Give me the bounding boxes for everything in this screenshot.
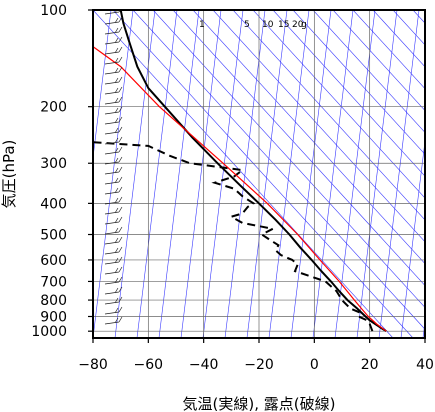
wind-barb	[104, 46, 123, 55]
wind-barb	[104, 166, 123, 175]
x-tick-label: 40	[416, 357, 434, 373]
wind-barb	[104, 136, 123, 145]
guide-line	[332, 10, 425, 112]
guide-line	[232, 10, 425, 221]
guide-line	[356, 10, 398, 338]
guide-line	[292, 10, 425, 155]
guide-line	[312, 10, 425, 133]
wind-barb	[104, 146, 123, 155]
wind-barb	[104, 176, 123, 185]
guide-line	[290, 10, 332, 338]
x-tick-label: −40	[189, 357, 219, 373]
y-tick-label: 400	[40, 196, 67, 212]
wind-barb	[104, 26, 123, 35]
guide-line	[224, 10, 266, 338]
guide-line	[93, 10, 394, 338]
guide-line	[180, 10, 222, 338]
wind-barb	[104, 76, 123, 85]
wind-barb	[104, 306, 123, 315]
guide-line	[202, 10, 244, 338]
wind-barb	[104, 216, 123, 225]
x-tick-label: −60	[134, 357, 164, 373]
wind-barb	[104, 126, 123, 135]
wind-barb	[104, 196, 123, 205]
guide-line	[152, 10, 425, 308]
wind-barb	[104, 116, 123, 125]
dewpoint-line	[93, 141, 374, 332]
y-tick-label: 500	[40, 228, 67, 244]
mixing-ratio-label: 1	[199, 20, 205, 30]
wind-barb	[104, 206, 123, 215]
guide-line	[158, 10, 200, 338]
x-tick-label: 20	[361, 357, 379, 373]
y-tick-label: 1000	[31, 324, 67, 340]
guide-line	[334, 10, 376, 338]
guide-line	[132, 10, 425, 330]
wind-barb	[104, 36, 123, 45]
x-axis-label: 気温(実線), 露点(破線)	[183, 395, 336, 412]
y-tick-label: 900	[40, 309, 67, 325]
guide-line	[192, 10, 425, 265]
wind-barb	[104, 256, 123, 265]
guide-line	[172, 10, 425, 286]
x-axis: −80 −60 −40 −20 0 20 40	[78, 338, 434, 373]
mixing-ratio-label: 15	[278, 20, 289, 30]
y-tick-label: 700	[40, 274, 67, 290]
guide-line	[246, 10, 288, 338]
y-axis-label: 気圧(hPa)	[0, 140, 18, 209]
y-tick-label: 800	[40, 293, 67, 309]
mixing-ratio-labels: 1 5 10 15 20g	[199, 20, 307, 30]
wind-barb	[104, 266, 123, 275]
x-tick-label: −80	[78, 357, 108, 373]
x-tick-label: −20	[244, 357, 274, 373]
y-tick-label: 100	[40, 3, 67, 19]
wind-barb	[104, 16, 123, 25]
wind-barb	[104, 236, 123, 245]
wind-barb	[104, 56, 123, 65]
mixing-ratio-label: 10	[262, 20, 274, 30]
sounding-lines	[93, 10, 387, 333]
guide-line	[93, 10, 112, 161]
mixing-ratio-label: 5	[244, 20, 250, 30]
y-tick-label: 600	[40, 253, 67, 269]
guide-line	[372, 10, 425, 68]
mixing-ratio-label: g	[301, 20, 307, 30]
wind-barb	[104, 186, 123, 195]
wind-barb	[104, 156, 123, 165]
guide-line	[252, 10, 425, 199]
y-tick-label: 300	[40, 156, 67, 172]
guide-line	[112, 10, 414, 338]
wind-barb	[104, 96, 123, 105]
guide-line	[272, 10, 425, 177]
mixing-ratio-label: 20	[292, 20, 304, 30]
guide-line	[212, 10, 425, 243]
wind-barb	[104, 276, 123, 285]
parcel-line	[93, 46, 387, 332]
x-tick-label: 0	[310, 357, 319, 373]
guide-line	[312, 10, 354, 338]
wind-barb	[104, 226, 123, 235]
temperature-line	[119, 10, 387, 333]
wind-barb	[104, 316, 123, 325]
wind-barb	[104, 246, 123, 255]
y-tick-label: 200	[40, 100, 67, 116]
wind-barb	[104, 106, 123, 115]
guide-line	[268, 10, 310, 338]
guide-line	[136, 10, 178, 338]
wind-barb	[104, 296, 123, 305]
wind-barb	[104, 86, 123, 95]
wind-barbs	[104, 10, 123, 325]
guide-line	[400, 138, 425, 338]
guide-line	[93, 10, 134, 338]
background-grid	[93, 10, 425, 338]
wind-barb	[104, 286, 123, 295]
guide-line	[352, 10, 425, 90]
wind-barb	[104, 66, 123, 75]
guide-line	[378, 10, 420, 338]
